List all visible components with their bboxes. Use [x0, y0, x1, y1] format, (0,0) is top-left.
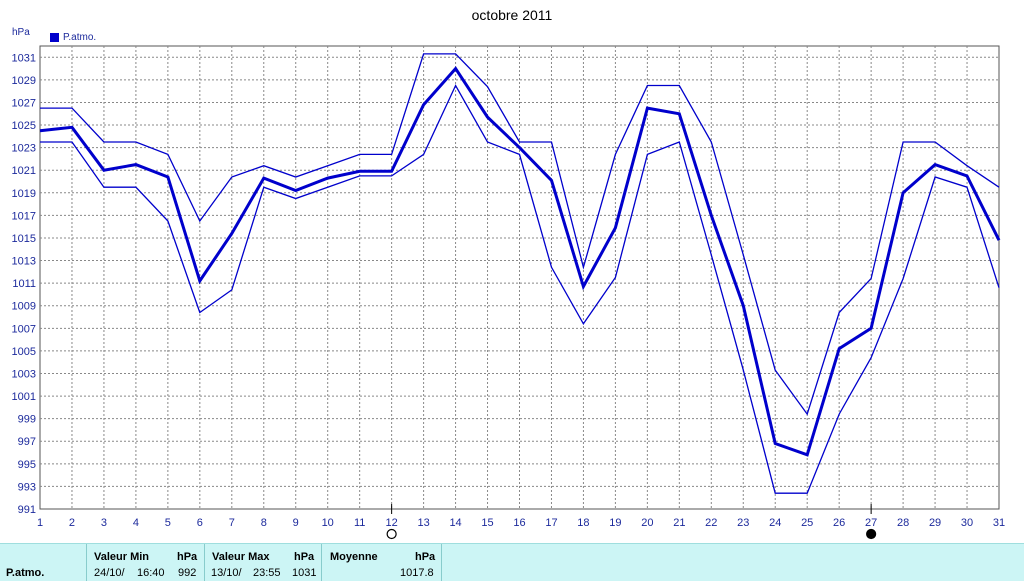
- x-tick-label: 19: [609, 517, 621, 529]
- series-line-mean: [39, 66, 1001, 457]
- x-tick-label: 6: [197, 517, 203, 529]
- x-tick-label: 22: [705, 517, 717, 529]
- x-tick-label: 27: [865, 517, 877, 529]
- x-tick-label: 26: [833, 517, 845, 529]
- legend-swatch: [50, 33, 59, 42]
- stats-divider: [86, 544, 87, 581]
- x-tick-label: 4: [133, 517, 139, 529]
- series-line-min: [40, 84, 1000, 494]
- y-tick-label: 991: [18, 504, 36, 516]
- x-tick-label: 21: [673, 517, 685, 529]
- stats-max-value: 1031: [292, 567, 317, 579]
- x-tick-label: 12: [386, 517, 398, 529]
- stats-panel: P.atmo. Valeur Min hPa 24/10/ 16:40 992 …: [0, 543, 1024, 581]
- stats-max-header: Valeur Max: [212, 551, 270, 563]
- legend: P.atmo.: [50, 32, 96, 43]
- x-tick-label: 18: [577, 517, 589, 529]
- legend-label: P.atmo.: [63, 32, 97, 43]
- y-tick-label: 1023: [12, 143, 36, 155]
- stats-avg-value: 1017.8: [400, 567, 434, 579]
- y-tick-label: 1013: [12, 256, 36, 268]
- y-tick-label: 993: [18, 481, 36, 493]
- y-tick-label: 995: [18, 459, 36, 471]
- x-tick-label: 28: [897, 517, 909, 529]
- stats-min-time: 16:40: [137, 567, 165, 579]
- y-tick-label: 1029: [12, 75, 36, 87]
- y-tick-label: 1007: [12, 323, 36, 335]
- y-tick-label: 1015: [12, 233, 36, 245]
- stats-max-time: 23:55: [253, 567, 281, 579]
- y-tick-label: 1011: [12, 278, 36, 290]
- x-tick-label: 25: [801, 517, 813, 529]
- x-tick-label: 23: [737, 517, 749, 529]
- pressure-chart: 1 2 3 4 5 6 7 8 9 10 11 12 13 14 15 16 17 18 19 20 21 22 23 24 2…: [12, 45, 1005, 540]
- y-axis-unit-label: hPa: [12, 27, 30, 38]
- y-tick-label: 1017: [12, 210, 36, 222]
- y-tick-label: 1025: [12, 120, 36, 132]
- series-line-max: [40, 53, 1000, 416]
- y-tick-label: 1031: [12, 52, 36, 64]
- y-tick-label: 1003: [12, 368, 36, 380]
- x-tick-label: 5: [165, 517, 171, 529]
- y-tick-label: 1027: [12, 97, 36, 109]
- x-tick-label: 13: [417, 517, 429, 529]
- y-tick-label: 1019: [12, 188, 36, 200]
- chart-title: octobre 2011: [471, 7, 553, 23]
- stats-min-unit: hPa: [177, 551, 198, 563]
- stats-min-value: 992: [178, 567, 197, 579]
- y-tick-label: 1021: [12, 165, 36, 177]
- stats-divider: [321, 544, 322, 581]
- x-tick-label: 10: [322, 517, 334, 529]
- stats-avg-header: Moyenne: [330, 551, 378, 563]
- x-tick-label: 7: [229, 517, 235, 529]
- x-tick-label: 3: [101, 517, 107, 529]
- x-tick-label: 29: [929, 517, 941, 529]
- new-moon-icon: [866, 528, 877, 540]
- x-tick-label: 15: [481, 517, 493, 529]
- x-tick-label: 17: [545, 517, 557, 529]
- full-moon-icon: [386, 528, 397, 540]
- stats-row-label: P.atmo.: [6, 567, 45, 579]
- y-tick-label: 999: [18, 414, 36, 426]
- x-tick-label: 14: [449, 517, 461, 529]
- x-tick-label: 11: [354, 517, 365, 529]
- stats-min-date: 24/10/: [94, 567, 125, 579]
- stats-divider: [441, 544, 442, 581]
- stats-divider: [204, 544, 205, 581]
- stats-avg-unit: hPa: [415, 551, 436, 563]
- x-tick-label: 9: [293, 517, 299, 529]
- y-tick-label: 1005: [12, 346, 36, 358]
- stats-max-unit: hPa: [294, 551, 315, 563]
- y-tick-label: 997: [18, 436, 36, 448]
- y-tick-label: 1001: [12, 391, 36, 403]
- x-tick-label: 8: [261, 517, 267, 529]
- y-tick-label: 1009: [12, 301, 36, 313]
- x-tick-label: 31: [993, 517, 1005, 529]
- stats-min-header: Valeur Min: [94, 551, 150, 563]
- x-tick-label: 1: [37, 517, 43, 529]
- stats-max-date: 13/10/: [211, 567, 242, 579]
- x-tick-label: 30: [961, 517, 973, 529]
- x-tick-label: 20: [641, 517, 653, 529]
- x-tick-label: 24: [769, 517, 781, 529]
- x-tick-label: 2: [69, 517, 75, 529]
- x-tick-label: 16: [513, 517, 525, 529]
